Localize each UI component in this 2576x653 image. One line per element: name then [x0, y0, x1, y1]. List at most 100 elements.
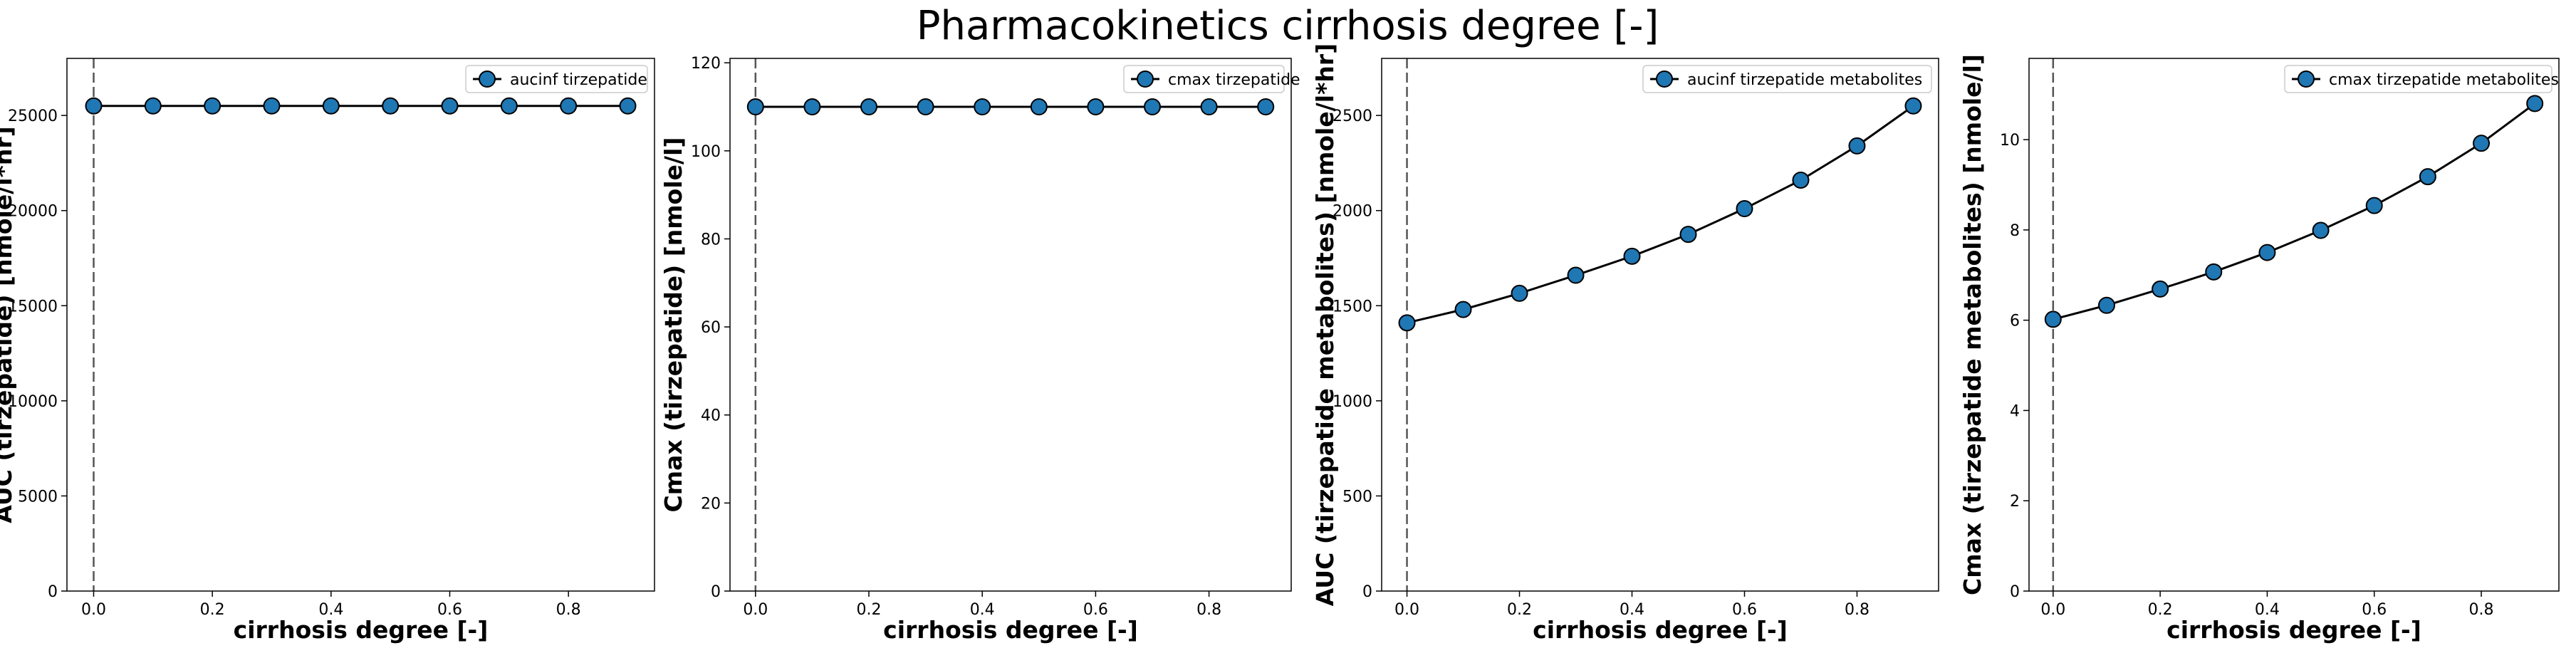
- y-tick-label: 80: [701, 231, 721, 249]
- x-tick-label: 0.8: [1845, 601, 1870, 619]
- data-point: [1623, 247, 1641, 265]
- x-tick-label: 0.2: [857, 601, 882, 619]
- subplot-3: 0.0 0.2 0.4 0.6 0.8 0 500 1000 1500 2000 2500 aucin…: [1311, 43, 1939, 644]
- data-point: [619, 97, 637, 115]
- data-point: [2258, 244, 2276, 261]
- x-axis-label: cirrhosis degree [-]: [1533, 616, 1788, 644]
- data-point: [85, 97, 103, 115]
- y-tick-label: 2500: [1333, 108, 1372, 125]
- x-tick-label: 0.2: [200, 601, 225, 619]
- y-tick-label: 15000: [8, 298, 58, 315]
- data-point: [746, 98, 764, 115]
- data-point: [1143, 98, 1161, 115]
- y-tick-label: 0: [48, 583, 58, 601]
- data-point: [1567, 266, 1585, 284]
- x-tick-label: 0.6: [1083, 601, 1108, 619]
- figure-suptitle: Pharmacokinetics cirrhosis degree [-]: [917, 3, 1659, 49]
- legend-marker-swatch: [2298, 70, 2315, 88]
- legend-label: cmax tirzepatide metabolites: [2329, 71, 2559, 89]
- x-tick-label: 0.6: [2362, 601, 2387, 619]
- data-point: [263, 97, 281, 115]
- x-tick-label: 0.4: [1620, 601, 1644, 619]
- series-line: [2053, 103, 2536, 320]
- data-point: [1087, 98, 1105, 115]
- subplots: 0.0 0.2 0.4 0.6 0.80500010000150002000025000…: [0, 43, 2560, 644]
- data-point: [803, 98, 821, 115]
- x-tick-label: 0.8: [556, 601, 581, 619]
- legend-box: [465, 65, 648, 93]
- x-tick-label: 0.0: [743, 601, 768, 619]
- data-point: [1848, 137, 1866, 155]
- y-tick-label: 6: [2010, 313, 2020, 330]
- x-tick-label: 0.8: [1196, 601, 1221, 619]
- subplot-1: 0.0 0.2 0.4 0.6 0.8 0 5000 10000 15000 20000 25000…: [0, 58, 655, 644]
- x-tick-label: 0.2: [1507, 601, 1532, 619]
- data-point: [500, 97, 518, 115]
- x-tick-label: 0.8: [2469, 601, 2494, 619]
- legend-label: cmax tirzepatide: [1168, 71, 1300, 89]
- x-axis-label: cirrhosis degree [-]: [2166, 616, 2421, 644]
- y-tick-label: 5000: [18, 488, 58, 506]
- legend-marker-swatch: [1656, 70, 1673, 88]
- data-point: [1736, 200, 1753, 218]
- data-point: [860, 98, 878, 115]
- y-axis-label: Cmax (tirzepatide metabolites) [nmole/l]: [1959, 54, 1986, 595]
- y-tick-label: 0: [711, 583, 721, 601]
- y-tick-label: 2000: [1333, 203, 1372, 221]
- x-tick-label: 0.4: [2255, 601, 2280, 619]
- y-tick-label: 500: [1342, 488, 1372, 506]
- x-tick-label: 0.4: [318, 601, 343, 619]
- series-line: [1407, 105, 1914, 324]
- axes-frame: [1381, 58, 1939, 592]
- data-point: [2152, 280, 2169, 298]
- data-point: [917, 98, 934, 115]
- x-tick-label: 0.4: [970, 601, 995, 619]
- legend-label: aucinf tirzepatide metabolites: [1687, 71, 1922, 89]
- y-tick-label: 60: [701, 319, 721, 337]
- data-point: [2526, 95, 2544, 113]
- legend-box: [1123, 65, 1285, 93]
- data-point: [1904, 97, 1922, 115]
- data-point: [2044, 310, 2062, 328]
- y-tick-label: 0: [2010, 583, 2020, 601]
- legend-marker-swatch: [1137, 70, 1154, 88]
- axes-frame: [66, 58, 655, 592]
- legend-box: [2284, 65, 2552, 93]
- x-tick-label: 0.0: [2040, 601, 2065, 619]
- data-point: [204, 97, 221, 115]
- data-point: [2312, 221, 2330, 239]
- y-axis-label: Cmax (tirzepatide) [nmole/l]: [659, 137, 687, 512]
- legend-label: aucinf tirzepatide: [510, 71, 647, 89]
- data-point: [382, 97, 400, 115]
- data-point: [1257, 98, 1275, 115]
- y-tick-label: 1000: [1333, 393, 1372, 411]
- axes-frame: [2028, 58, 2560, 592]
- x-axis-label: cirrhosis degree [-]: [234, 616, 489, 644]
- data-point: [974, 98, 991, 115]
- data-point: [2205, 263, 2223, 281]
- x-axis-label: cirrhosis degree [-]: [883, 616, 1138, 644]
- x-tick-label: 0.6: [437, 601, 462, 619]
- y-tick-label: 10000: [8, 393, 58, 411]
- y-tick-label: 2: [2010, 493, 2020, 511]
- data-point: [2365, 197, 2383, 214]
- data-point: [441, 97, 459, 115]
- data-point: [560, 97, 578, 115]
- y-tick-label: 100: [691, 143, 721, 161]
- data-point: [1679, 226, 1697, 244]
- data-point: [2097, 296, 2115, 314]
- y-axis-label: AUC (tirzepatide metabolites) [nmole/l*h…: [1311, 43, 1339, 606]
- data-point: [1454, 301, 1472, 318]
- x-tick-label: 0.0: [81, 601, 106, 619]
- legend-box: [1642, 65, 1932, 93]
- y-tick-label: 4: [2010, 402, 2020, 420]
- y-tick-label: 8: [2010, 222, 2020, 240]
- data-point: [322, 97, 340, 115]
- data-point: [2473, 135, 2491, 152]
- y-tick-label: 120: [691, 55, 721, 73]
- x-tick-label: 0.6: [1732, 601, 1757, 619]
- y-tick-label: 10: [2000, 132, 2020, 150]
- subplot-2: 0.0 0.2 0.4 0.6 0.8 0 20 40 60 80 100 120 cmax tirze…: [659, 55, 1300, 644]
